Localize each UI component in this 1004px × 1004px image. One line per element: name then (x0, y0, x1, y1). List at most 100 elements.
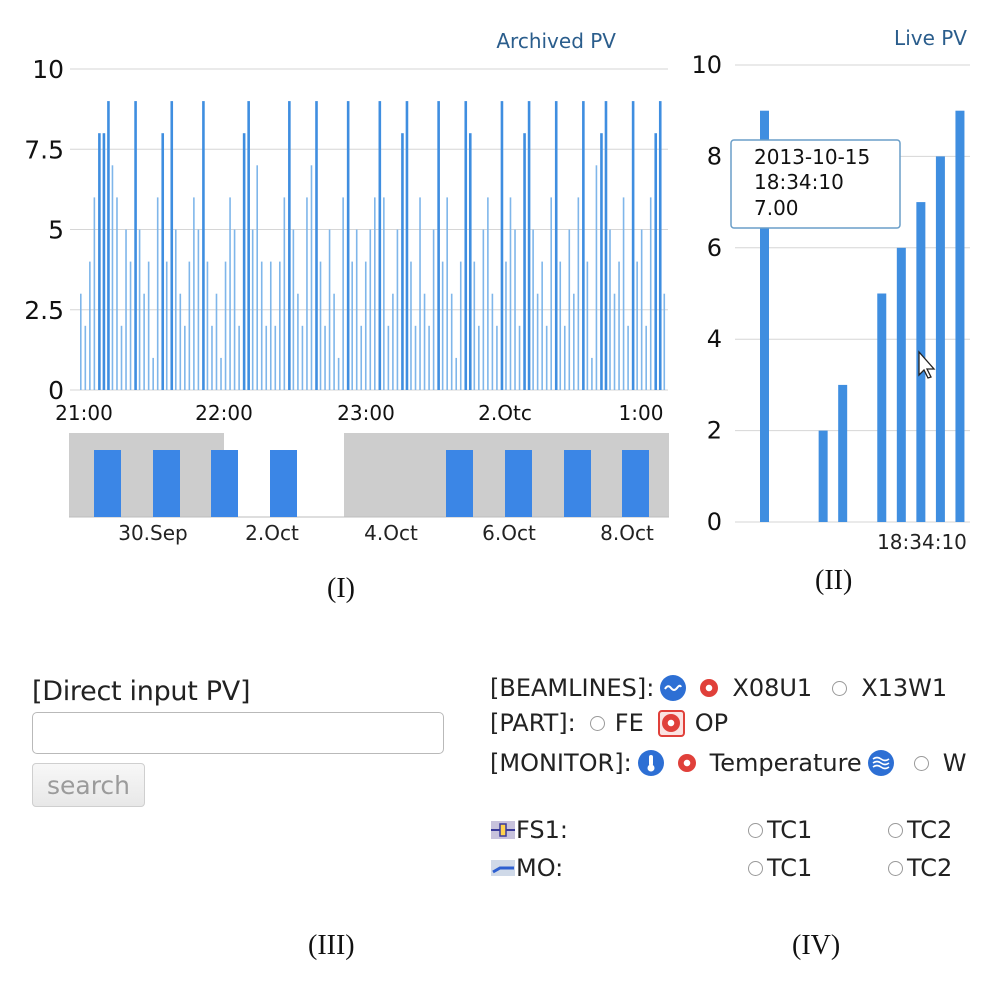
archived-pv-chart[interactable]: Archived PV 0 2.5 5 7.5 10 21:00 22:00 23:00 2.… (24, 29, 668, 425)
tooltip-time: 18:34:10 (754, 170, 844, 194)
beamline-radio-x13w1[interactable] (832, 680, 848, 696)
fs1-tc2-radio[interactable] (888, 822, 903, 838)
live-bar (896, 247, 906, 523)
live-x-tick: 18:34:10 (877, 530, 967, 554)
archived-bar (613, 293, 616, 390)
time-range-navigator[interactable]: 30.Sep 2.Oct 4.Oct 6.Oct 8.Oct (69, 433, 669, 545)
archived-bar (582, 101, 585, 390)
navigator-label: 4.Oct (364, 521, 418, 545)
archived-bar (387, 325, 390, 390)
fs1-tc2-option[interactable]: TC2 (888, 816, 952, 844)
archived-bar (378, 101, 382, 390)
archived-bar (161, 133, 165, 390)
caption-panel-3: (III) (308, 930, 355, 961)
navigator-bar (211, 450, 238, 517)
live-pv-chart[interactable]: Live PV 0 2 4 6 8 10 18:34:10 2013-10-15 18:3… (691, 26, 970, 554)
archived-bar (496, 325, 498, 390)
monitor-option-label: Temperature (709, 749, 862, 777)
archived-bar (89, 261, 91, 390)
archived-bar (536, 293, 539, 390)
archived-bar (179, 293, 182, 390)
pv-search-input[interactable] (32, 712, 444, 754)
monitor-option-label: W (942, 749, 967, 777)
archived-y-tick: 0 (48, 376, 64, 405)
mo-tc2-option[interactable]: TC2 (888, 854, 952, 882)
archived-bar (324, 325, 326, 390)
archived-bar (392, 293, 394, 390)
water-icon (867, 750, 894, 776)
mo-tc1-radio[interactable] (748, 860, 763, 876)
archived-bar (242, 133, 246, 390)
archived-bar (211, 325, 213, 390)
archived-bars (80, 101, 666, 390)
live-tooltip: 2013-10-15 18:34:10 7.00 (730, 139, 901, 229)
archived-bar (577, 197, 580, 390)
component-row-mo: MO: (490, 850, 563, 886)
archived-bar (120, 325, 123, 390)
part-radio-fe[interactable] (589, 715, 605, 731)
archived-bar (283, 197, 286, 390)
tc-label: TC2 (907, 816, 953, 844)
archived-bar (383, 197, 385, 390)
search-button[interactable]: search (32, 763, 145, 807)
navigator-bar (505, 450, 532, 517)
archived-bar (310, 165, 313, 390)
navigator-label: 6.Oct (482, 521, 536, 545)
archived-bar (487, 197, 489, 390)
live-bar (818, 430, 828, 522)
fs1-component-icon (491, 821, 515, 839)
archived-bar (586, 261, 589, 390)
mo-component-icon (491, 860, 515, 876)
archived-bar (265, 325, 268, 390)
live-bar (877, 293, 887, 522)
archived-bar (337, 357, 340, 390)
archived-bar (473, 261, 476, 390)
archived-bar (328, 229, 331, 390)
fs1-tc1-option[interactable]: TC1 (748, 816, 812, 844)
archived-bar (514, 229, 516, 390)
archived-bar (509, 197, 512, 390)
monitor-radio-temperature[interactable] (677, 754, 696, 772)
archived-y-tick: 7.5 (24, 135, 64, 164)
archived-bar (532, 229, 534, 390)
archived-bar (260, 261, 263, 390)
archived-bar (247, 101, 250, 390)
archived-bar (464, 101, 468, 390)
archived-bar (482, 229, 485, 390)
live-y-tick: 2 (707, 417, 722, 445)
fs1-tc1-radio[interactable] (748, 822, 763, 838)
mo-tc1-option[interactable]: TC1 (748, 854, 812, 882)
archived-bar (591, 357, 593, 390)
live-bar (838, 384, 848, 522)
archived-bar (645, 325, 647, 390)
archived-bar (111, 165, 114, 390)
archived-bar (450, 293, 453, 390)
archived-y-tick: 2.5 (24, 296, 64, 325)
archived-bar (631, 101, 635, 390)
part-radio-op[interactable] (657, 709, 685, 737)
archived-bar (505, 261, 507, 390)
part-option-label: FE (614, 709, 644, 737)
monitor-radio-w[interactable] (913, 755, 929, 771)
caption-panel-2: (II) (815, 565, 853, 596)
archived-bar (563, 325, 566, 390)
archived-bar (184, 325, 186, 390)
archived-bar (600, 133, 603, 390)
mo-tc2-radio[interactable] (888, 860, 903, 876)
navigator-bar (564, 450, 591, 517)
beamline-radio-x08u1[interactable] (700, 679, 719, 697)
archived-bar (468, 133, 472, 390)
archived-bar (618, 261, 620, 390)
archived-x-tick: 22:00 (195, 401, 253, 425)
beamline-option-label: X08U1 (732, 674, 813, 702)
archived-bar (491, 293, 494, 390)
archived-bar (197, 229, 200, 390)
archived-bar (658, 101, 662, 390)
archived-bar (369, 229, 372, 390)
archived-bar (437, 101, 440, 390)
archived-bar (545, 325, 548, 390)
archived-bar (423, 293, 426, 390)
tc-label: TC2 (907, 854, 953, 882)
archived-bar (351, 261, 353, 390)
